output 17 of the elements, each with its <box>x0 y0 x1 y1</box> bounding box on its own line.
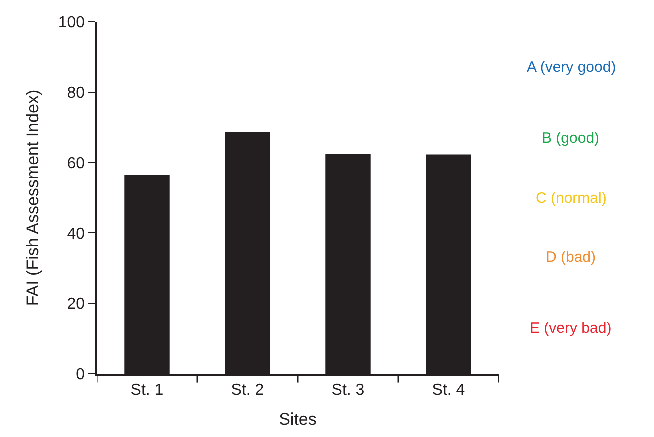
y-tick-label: 80 <box>67 85 86 102</box>
y-tick-label: 60 <box>67 155 86 172</box>
x-axis-title: Sites <box>279 410 317 429</box>
y-tick-label: 100 <box>58 14 86 32</box>
text: A (very good) <box>527 59 616 76</box>
y-axis-title: FAI (Fish Assessment Index) <box>23 90 42 306</box>
text: B (good) <box>542 130 600 147</box>
x-tick-label: St. 2 <box>231 382 264 399</box>
y-tick-label: 20 <box>67 296 86 314</box>
x-tick-label: St. 3 <box>332 382 365 399</box>
y-tick-label: 0 <box>76 366 86 384</box>
x-tick-label: St. 4 <box>432 382 466 399</box>
text: C (normal) <box>536 190 607 207</box>
text: E (very bad) <box>530 320 612 337</box>
y-tick-label: 40 <box>67 226 86 243</box>
text: D (bad) <box>546 249 596 266</box>
x-tick-label: St. 1 <box>130 382 164 399</box>
